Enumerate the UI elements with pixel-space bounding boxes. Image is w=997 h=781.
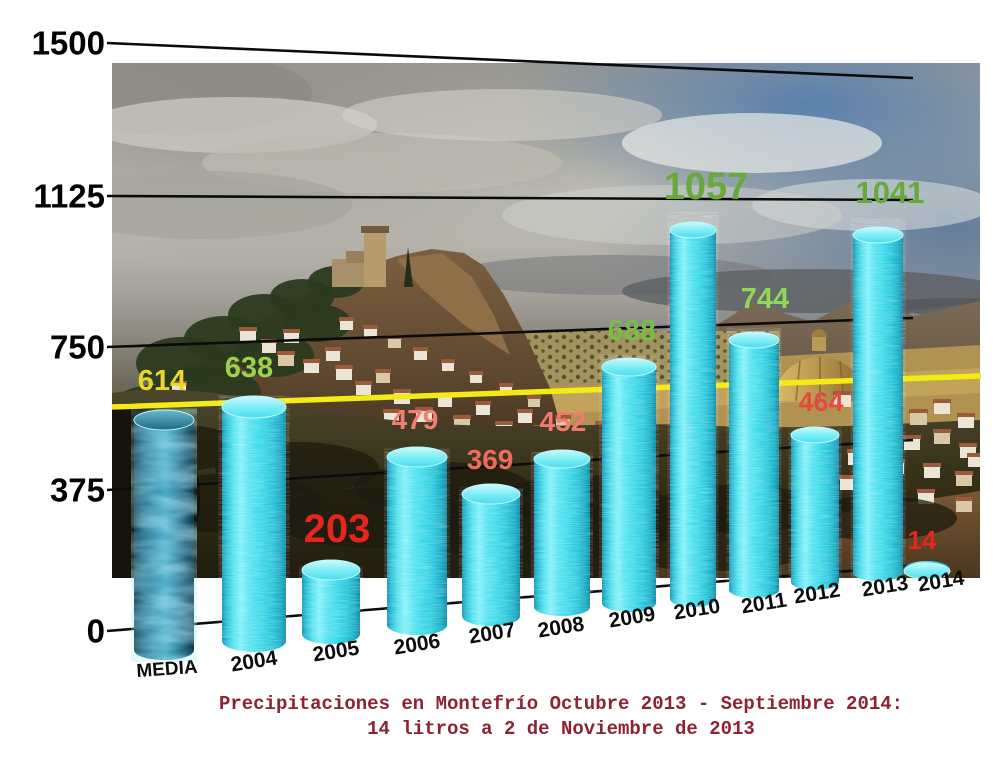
chart-caption: Precipitaciones en Montefrío Octubre 201… [219, 692, 903, 742]
bar-2010 [669, 221, 717, 607]
gridline-750 [106, 316, 914, 349]
bars [133, 221, 951, 660]
bar-2006 [386, 446, 448, 635]
bar-MEDIA [133, 409, 195, 660]
bar-2011 [728, 331, 780, 598]
gridline-1125 [106, 194, 914, 202]
bar-2009 [601, 357, 657, 612]
bar-2007 [461, 483, 521, 626]
bar-2008 [533, 449, 591, 616]
bar-2013 [852, 226, 904, 581]
caption-line-1: Precipitaciones en Montefrío Octubre 201… [218, 693, 904, 715]
castle [332, 226, 413, 287]
clouds [112, 63, 980, 332]
gridline-1500 [106, 41, 914, 80]
bar-2005 [301, 559, 361, 644]
cypress-tree [404, 247, 413, 287]
bar-2004 [221, 395, 287, 652]
bar-2014 [903, 561, 951, 580]
bar-2012 [790, 426, 840, 590]
cliff-face [397, 253, 510, 355]
caption-line-2: 14 litros a 2 de Noviembre de 2013 [367, 718, 755, 740]
